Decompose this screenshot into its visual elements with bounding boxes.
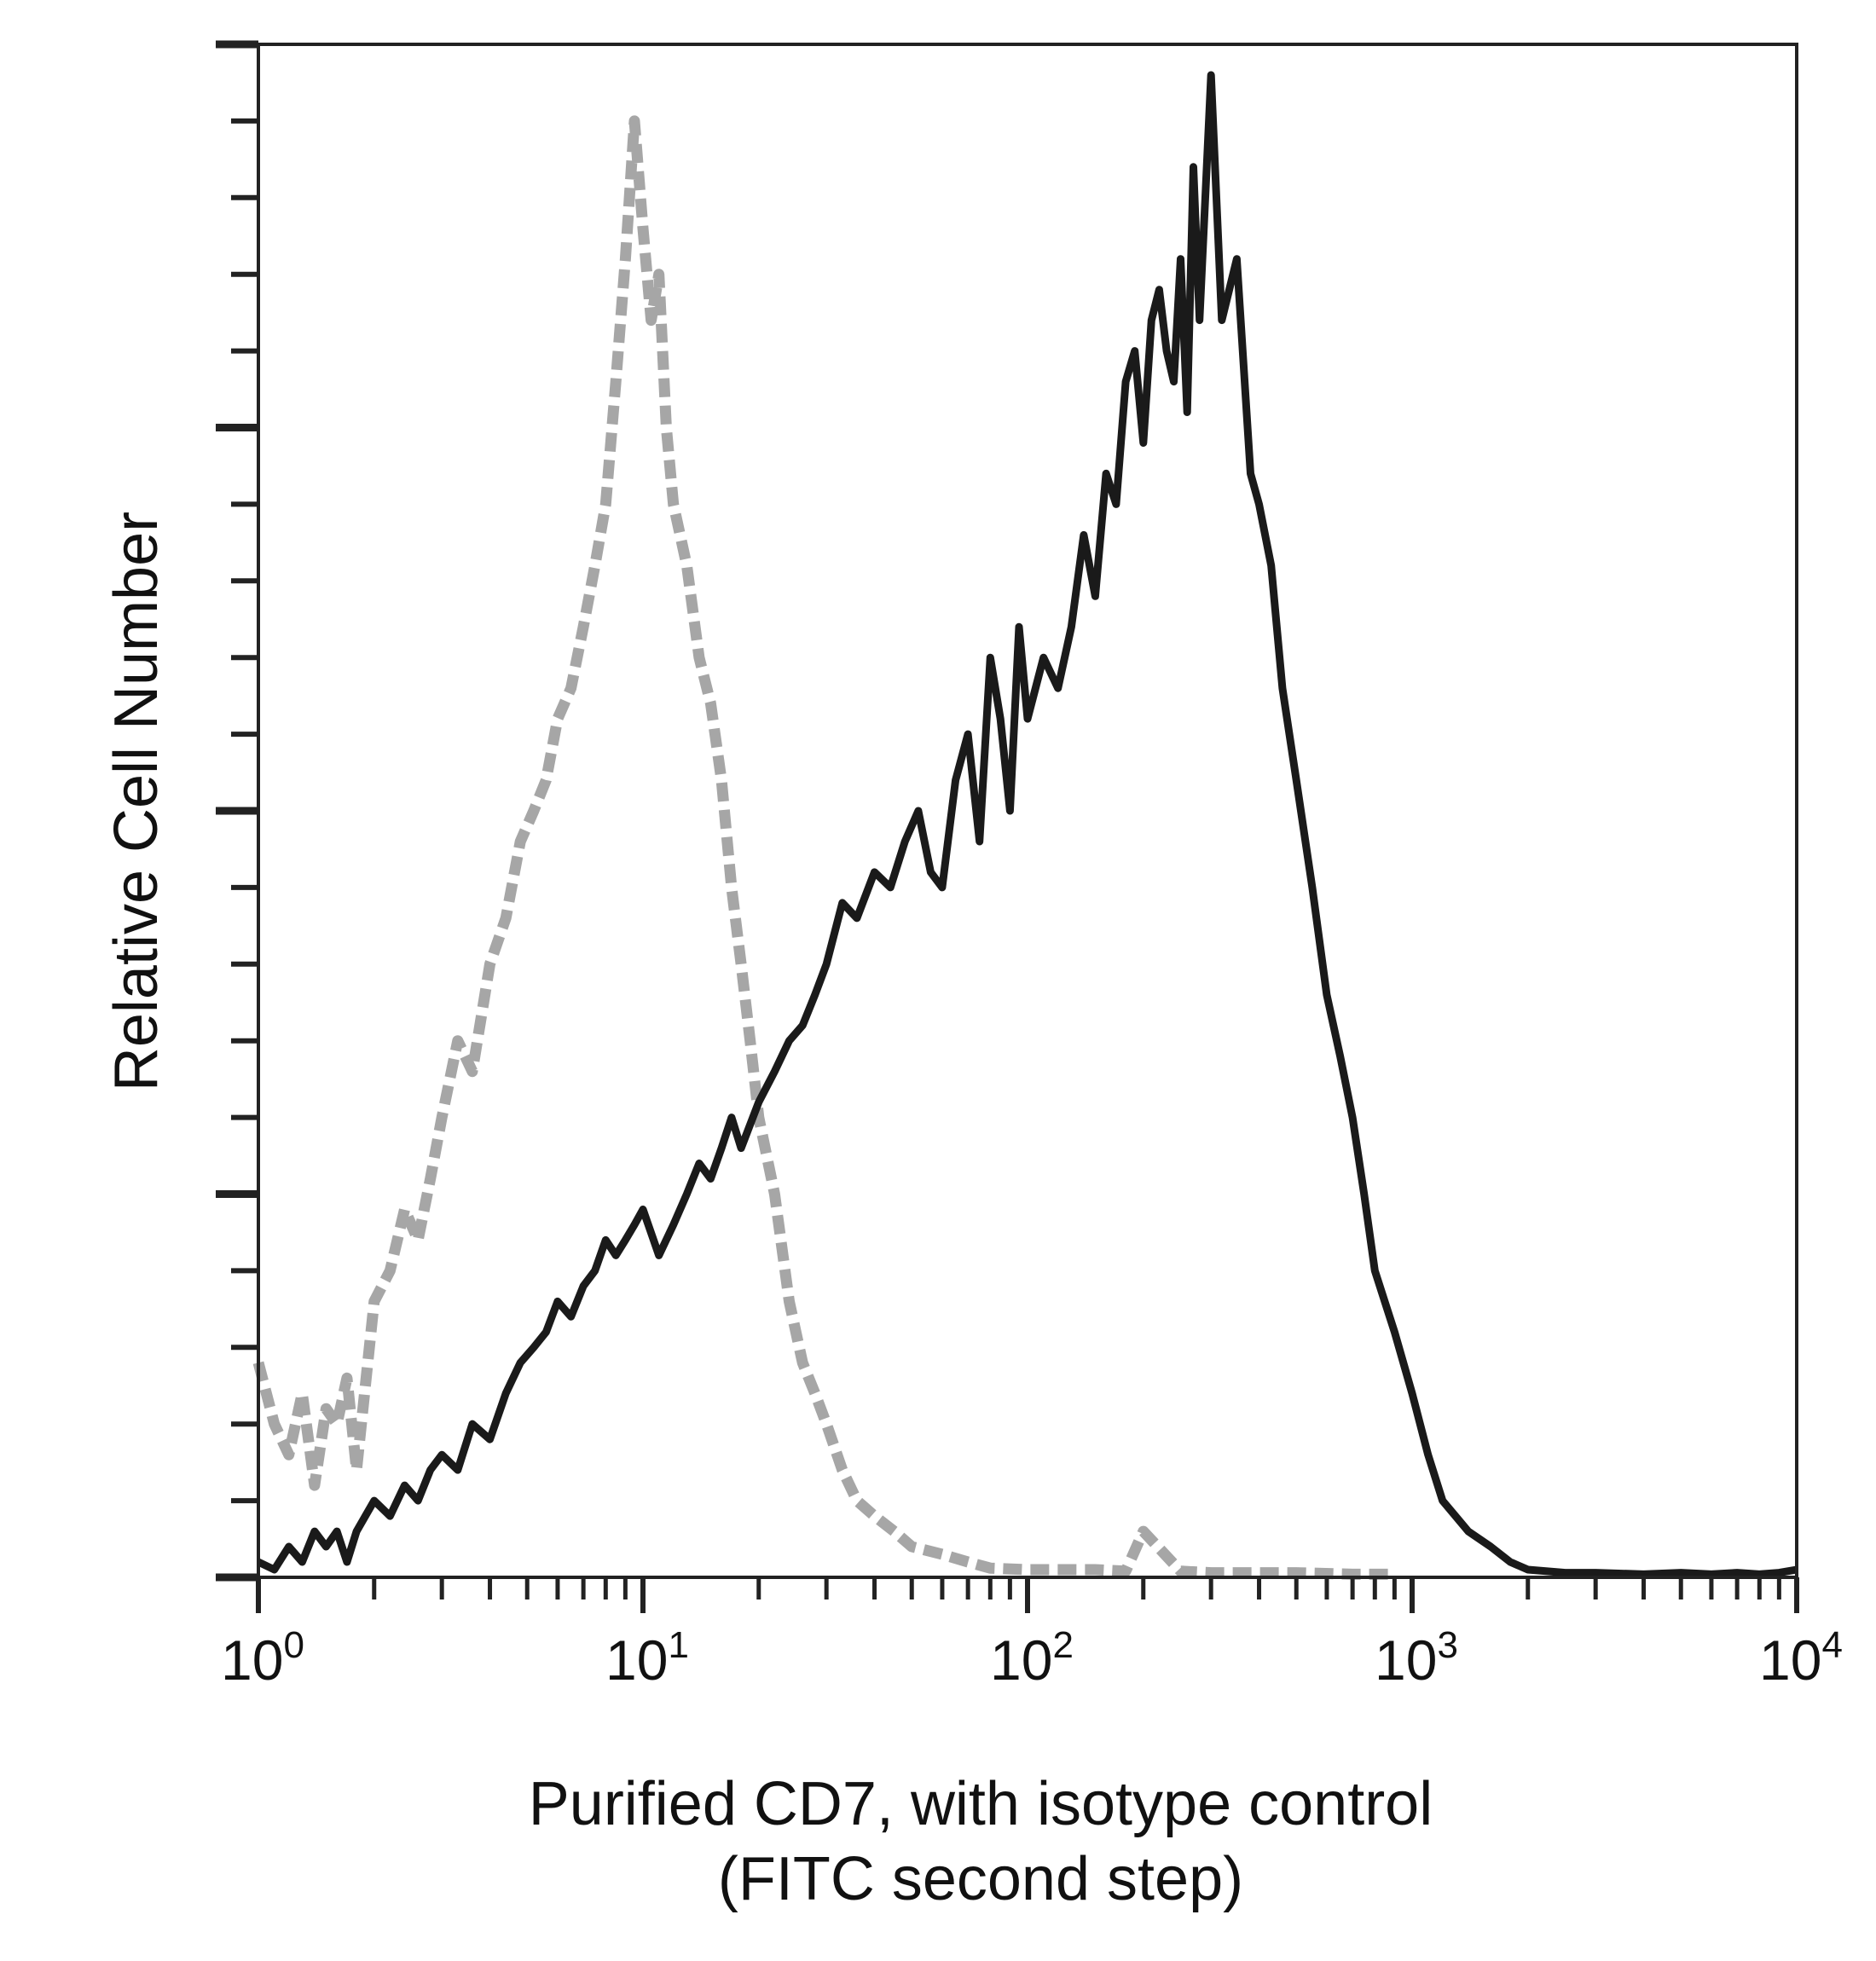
x-tick-label: 100 xyxy=(221,1624,304,1692)
x-axis-title-line-2: (FITC second step) xyxy=(718,1845,1243,1913)
x-axis-title-line-1: Purified CD7, with isotype control xyxy=(529,1770,1433,1838)
y-axis-ticks xyxy=(216,40,258,1582)
series-1-line xyxy=(252,115,1395,1580)
series-layer xyxy=(252,71,1798,1580)
x-tick-label: 103 xyxy=(1375,1624,1458,1692)
x-tick-label: 104 xyxy=(1759,1624,1843,1692)
y-axis-title: Relative Cell Number xyxy=(102,512,171,1091)
series-2-line xyxy=(257,71,1798,1578)
x-tick-label: 102 xyxy=(990,1624,1074,1692)
x-tick-label: 101 xyxy=(605,1624,689,1692)
x-axis-ticks xyxy=(256,1577,1799,1613)
x-axis-tick-labels: 100 101 102 103 104 xyxy=(221,1624,1843,1692)
